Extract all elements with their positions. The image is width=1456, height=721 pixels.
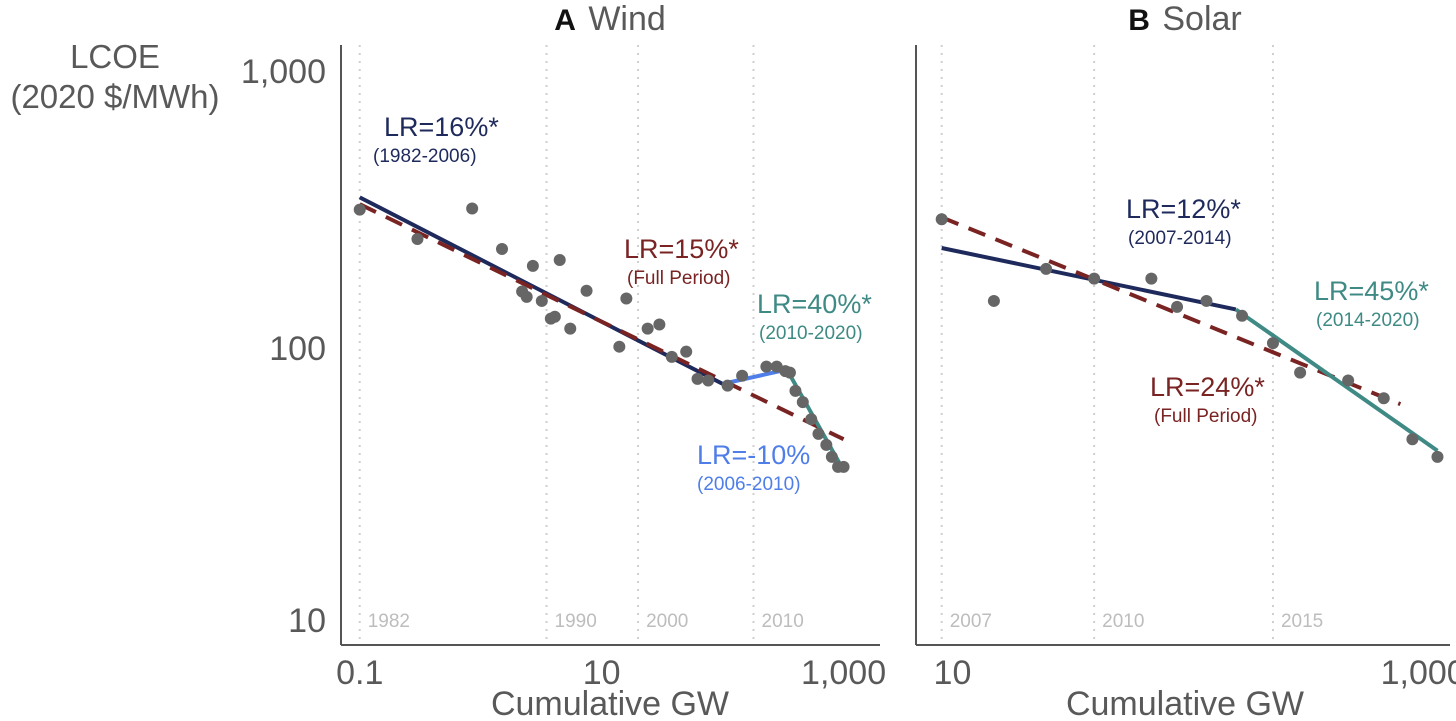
year-label-1982: 1982 (368, 611, 410, 632)
panel-a-points (353, 202, 850, 473)
annot-wind-lr-10-period: (2006-2010) (697, 474, 801, 495)
data-point-b-4 (1145, 272, 1158, 285)
panel-b-gridlines: 2007 2010 2015 (940, 45, 1323, 645)
panel-a-x-axis-label: Cumulative GW (491, 685, 729, 721)
data-point-a-29 (805, 413, 818, 426)
data-point-b-12 (1406, 433, 1419, 446)
panel-b-letter: B (1128, 4, 1150, 37)
panel-wind: A Wind 1982 1990 2000 2010 0.1 10 1,000 Cumul… (336, 0, 886, 721)
annot-wind-lr16-period: (1982-2006) (373, 146, 477, 167)
data-point-b-6 (1200, 294, 1213, 307)
data-point-a-26 (783, 366, 796, 379)
annot-wind-lr15-period: (Full Period) (627, 268, 730, 289)
data-point-a-6 (520, 290, 533, 303)
data-point-a-2 (466, 202, 479, 215)
data-point-a-21 (721, 379, 734, 392)
annot-solar-lr24-period: (Full Period) (1154, 406, 1257, 427)
data-point-a-31 (820, 438, 833, 451)
data-point-a-3 (496, 243, 509, 256)
panel-a-gridlines: 1982 1990 2000 2010 (358, 45, 804, 645)
data-point-b-2 (1040, 262, 1053, 275)
data-point-a-28 (796, 396, 809, 409)
data-point-b-0 (935, 213, 948, 226)
data-point-a-12 (580, 284, 593, 297)
x-tick-b-1: 1,000 (1381, 654, 1456, 692)
annot-solar-lr12-period: (2007-2014) (1128, 228, 1232, 249)
data-point-a-23 (760, 360, 773, 373)
data-point-a-22 (736, 369, 749, 382)
annot-wind-lr-10: LR=-10% (697, 440, 810, 470)
data-point-b-3 (1088, 272, 1101, 285)
data-point-a-20 (702, 374, 715, 387)
y-axis-label-line1: LCOE (70, 38, 160, 75)
data-point-b-8 (1266, 337, 1279, 350)
panel-b-points (935, 213, 1444, 463)
y-tick-100: 100 (269, 330, 326, 368)
annot-solar-lr12: LR=12%* (1126, 194, 1241, 224)
y-tick-1000: 1,000 (241, 53, 326, 91)
y-axis-label-line2: (2020 $/MWh) (10, 78, 219, 115)
panel-a-name: Wind (588, 0, 665, 38)
annot-wind-lr16: LR=16%* (384, 112, 499, 142)
panel-a-letter: A (554, 4, 576, 37)
data-point-a-19 (691, 372, 704, 385)
data-point-a-32 (825, 450, 838, 463)
data-point-a-9 (548, 310, 561, 323)
annot-wind-lr40: LR=40%* (757, 289, 872, 319)
data-point-a-16 (653, 318, 666, 331)
year-label-2010: 2010 (762, 611, 804, 632)
panel-a-title: A Wind (554, 0, 666, 38)
panel-b-x-ticks: 10 1,000 (934, 654, 1456, 692)
data-point-b-7 (1236, 309, 1249, 322)
data-point-a-30 (812, 427, 825, 440)
panel-solar: B Solar 2007 2010 2015 10 1,000 Cumulative … (915, 0, 1456, 721)
panel-a-x-ticks: 0.1 10 1,000 (336, 654, 886, 692)
data-point-a-34 (837, 460, 850, 473)
year-label-2007: 2007 (950, 611, 992, 632)
data-point-b-5 (1171, 300, 1184, 313)
panel-b-name: Solar (1162, 0, 1241, 38)
year-label-1990: 1990 (555, 611, 597, 632)
data-point-a-27 (789, 384, 802, 397)
data-point-a-4 (526, 259, 539, 272)
y-tick-10: 10 (288, 602, 326, 640)
data-point-a-7 (535, 294, 548, 307)
annot-solar-lr45: LR=45%* (1314, 276, 1429, 306)
annot-wind-lr15: LR=15%* (624, 234, 739, 264)
x-tick-a-2: 1,000 (801, 654, 886, 692)
x-tick-a-1: 10 (583, 654, 621, 692)
data-point-a-14 (620, 292, 633, 305)
annot-solar-lr24: LR=24%* (1150, 372, 1265, 402)
year-label-2000: 2000 (646, 611, 688, 632)
data-point-b-9 (1294, 366, 1307, 379)
data-point-a-0 (353, 203, 366, 216)
panel-b-x-axis-label: Cumulative GW (1066, 685, 1304, 721)
data-point-a-13 (613, 340, 626, 353)
x-tick-b-0: 10 (934, 654, 972, 692)
panel-b-title: B Solar (1128, 0, 1242, 38)
year-label-2015: 2015 (1281, 611, 1323, 632)
data-point-a-17 (665, 350, 678, 363)
fit-line-b-2 (1234, 307, 1439, 453)
annot-wind-lr40-period: (2010-2020) (759, 323, 863, 344)
data-point-b-13 (1431, 450, 1444, 463)
data-point-a-10 (553, 253, 566, 266)
year-label-2010: 2010 (1102, 611, 1144, 632)
data-point-a-11 (564, 322, 577, 335)
data-point-b-11 (1377, 392, 1390, 405)
data-point-b-1 (987, 294, 1000, 307)
fit-line-a-1 (358, 202, 845, 442)
annot-solar-lr45-period: (2014-2020) (1316, 310, 1420, 331)
data-point-a-18 (680, 345, 693, 358)
data-point-a-15 (641, 322, 654, 335)
data-point-a-1 (411, 233, 424, 246)
data-point-b-10 (1342, 374, 1355, 387)
x-tick-a-0: 0.1 (336, 654, 383, 692)
